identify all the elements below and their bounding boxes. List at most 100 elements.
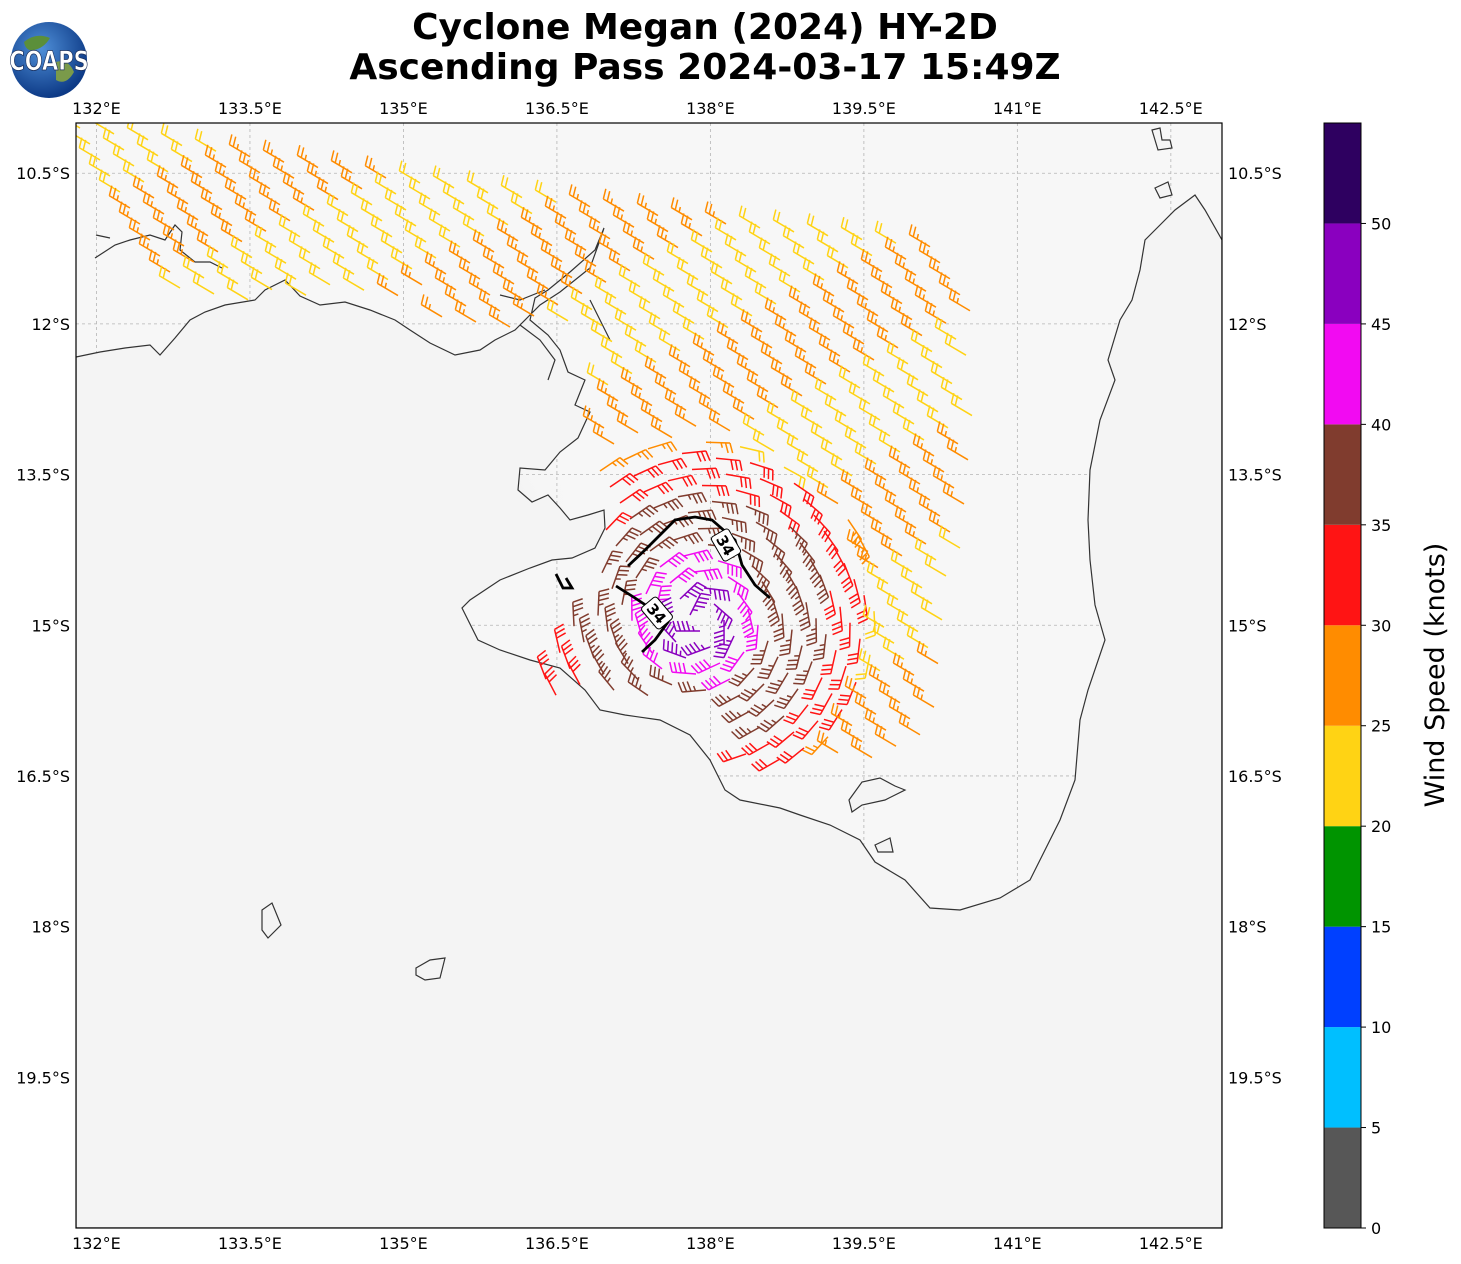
wind-barb-4 bbox=[194, 128, 217, 152]
wind-barb-70 bbox=[690, 229, 713, 253]
wind-barb-71 bbox=[724, 233, 747, 257]
wind-barb-354 bbox=[779, 510, 801, 536]
colorbar-tick-label-3: 15 bbox=[1371, 918, 1391, 937]
wind-barb-16 bbox=[602, 188, 625, 212]
wind-barb-59 bbox=[316, 177, 339, 201]
wind-barb-284 bbox=[630, 383, 653, 407]
wind-barb-251 bbox=[634, 339, 657, 363]
contour-34-north bbox=[627, 515, 771, 600]
wind-barb-243 bbox=[828, 349, 851, 373]
wind-barb-35 bbox=[374, 171, 397, 195]
wind-barb-163 bbox=[390, 246, 413, 270]
wind-barb-15 bbox=[568, 184, 591, 208]
wind-barb-314 bbox=[888, 445, 911, 469]
wind-barb-298 bbox=[742, 412, 765, 436]
wind-barb-374 bbox=[731, 532, 756, 553]
lat-label-left-1: 12°S bbox=[31, 315, 70, 334]
wind-barb-456 bbox=[634, 607, 649, 638]
wind-barb-199 bbox=[774, 313, 797, 337]
wind-barb-9 bbox=[364, 155, 387, 179]
wind-barb-393 bbox=[649, 536, 679, 552]
wind-barb-302 bbox=[878, 429, 901, 453]
colorbar-tick-label-7: 35 bbox=[1371, 516, 1391, 535]
wind-barb-159 bbox=[254, 224, 277, 248]
wind-barb-386 bbox=[775, 553, 793, 582]
coastline-peninsula bbox=[499, 289, 611, 381]
wind-barb-78 bbox=[88, 153, 111, 177]
wind-barb-195 bbox=[638, 296, 661, 320]
wind-barb-277 bbox=[756, 385, 779, 409]
wind-barb-173 bbox=[730, 293, 753, 317]
wind-barb-423 bbox=[611, 565, 631, 590]
wind-barb-266 bbox=[780, 373, 803, 397]
wind-barb-416 bbox=[737, 592, 753, 622]
wind-barb-415 bbox=[703, 587, 731, 602]
wind-barb-357 bbox=[860, 501, 883, 525]
lon-label-top-5: 139.5°E bbox=[832, 99, 896, 118]
wind-barb-341 bbox=[701, 484, 730, 497]
wind-barb-45 bbox=[714, 217, 737, 241]
wind-barb-38 bbox=[476, 186, 499, 210]
wind-barb-125 bbox=[812, 273, 835, 297]
wind-barb-448 bbox=[750, 640, 769, 665]
wind-barb-165 bbox=[458, 256, 481, 280]
wind-barb-90 bbox=[496, 218, 519, 242]
wind-barb-323 bbox=[830, 453, 853, 477]
lon-label-bottom-0: 132°E bbox=[72, 1234, 121, 1253]
wind-barb-119 bbox=[608, 248, 631, 272]
wind-barb-285 bbox=[664, 387, 687, 411]
wind-barb-73 bbox=[792, 241, 815, 265]
wind-barb-498 bbox=[888, 696, 911, 720]
wind-barb-43 bbox=[646, 209, 669, 233]
wind-barb-75 bbox=[860, 249, 883, 273]
logo-text: COAPS bbox=[10, 46, 89, 77]
wind-barb-292 bbox=[902, 417, 925, 441]
wind-barb-490 bbox=[620, 652, 639, 681]
wind-barb-117 bbox=[540, 239, 563, 263]
wind-barb-325 bbox=[898, 461, 921, 485]
wind-barb-437 bbox=[745, 624, 759, 652]
wind-barb-482 bbox=[737, 683, 765, 702]
colorbar-bin-9 bbox=[1324, 223, 1361, 324]
wind-barb-239 bbox=[692, 332, 715, 356]
wind-barb-62 bbox=[418, 192, 441, 216]
lat-label-left-3: 15°S bbox=[31, 616, 70, 635]
lat-label-left-0: 10.5°S bbox=[16, 164, 70, 183]
wind-barb-356 bbox=[847, 519, 863, 548]
wind-barb-152 bbox=[856, 293, 879, 317]
colorbar-bin-0 bbox=[1324, 1127, 1361, 1228]
wind-barb-60 bbox=[350, 182, 373, 206]
wind-barb-337 bbox=[942, 481, 965, 505]
wind-barb-408 bbox=[823, 590, 836, 620]
wind-barb-351 bbox=[677, 491, 708, 504]
wind-barb-108 bbox=[234, 192, 257, 216]
wind-barb-172 bbox=[696, 289, 719, 313]
wind-barb-236 bbox=[590, 319, 613, 343]
colorbar-bin-2 bbox=[1324, 926, 1361, 1028]
wind-barb-492 bbox=[677, 681, 707, 693]
wind-barb-121 bbox=[676, 257, 699, 281]
wind-barb-460 bbox=[757, 656, 779, 680]
wind-barb-233 bbox=[420, 294, 443, 318]
wind-barb-12 bbox=[466, 170, 489, 194]
wind-barb-489 bbox=[591, 645, 605, 675]
wind-barb-10 bbox=[398, 160, 421, 184]
wind-barb-216 bbox=[546, 298, 569, 322]
wind-barb-475 bbox=[902, 668, 925, 692]
colorbar-tick-label-10: 50 bbox=[1371, 214, 1391, 233]
wind-barb-180 bbox=[128, 217, 151, 241]
wind-barb-77 bbox=[928, 256, 951, 280]
lat-label-right-0: 10.5°S bbox=[1228, 164, 1282, 183]
wind-barb-258 bbox=[872, 369, 895, 393]
wind-barb-443 bbox=[597, 588, 610, 616]
wind-barb-112 bbox=[370, 214, 393, 238]
wind-barb-268 bbox=[848, 381, 871, 405]
wind-barb-487 bbox=[912, 684, 935, 708]
wind-barb-104 bbox=[98, 169, 121, 193]
wind-barb-217 bbox=[580, 303, 603, 327]
wind-barb-247 bbox=[158, 265, 181, 289]
wind-barb-395 bbox=[717, 560, 742, 579]
lon-label-bottom-3: 136.5°E bbox=[525, 1234, 589, 1253]
wind-barb-142 bbox=[516, 250, 539, 274]
wind-barb-333 bbox=[806, 465, 829, 489]
